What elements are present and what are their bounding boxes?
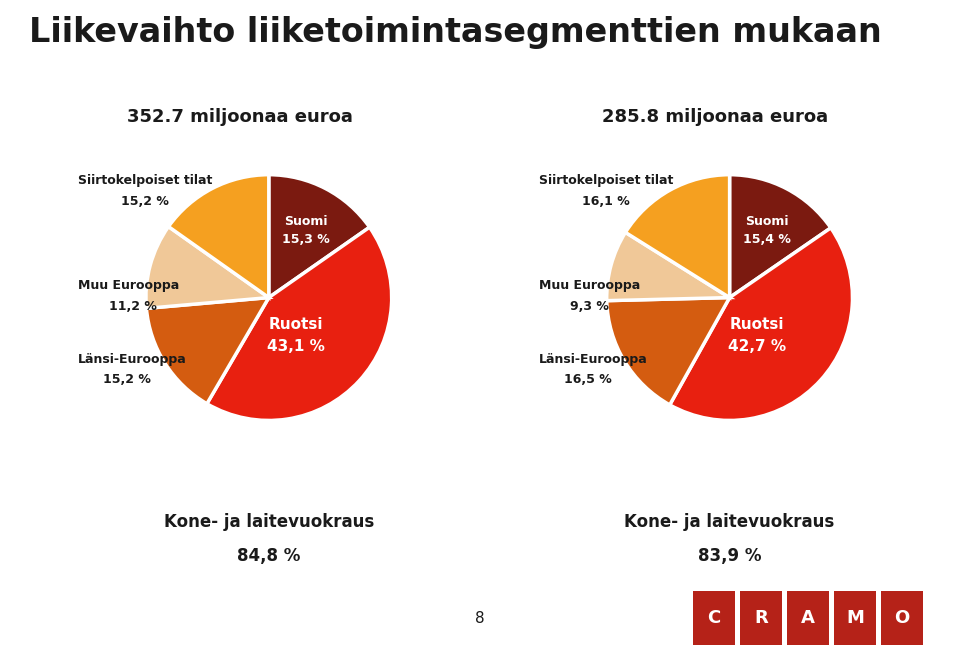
Text: 43,1 %: 43,1 % (267, 339, 324, 354)
Text: Siirtokelpoiset tilat: Siirtokelpoiset tilat (540, 175, 674, 187)
Text: Ruotsi: Ruotsi (730, 317, 784, 332)
Wedge shape (670, 228, 852, 421)
Text: A: A (801, 609, 815, 627)
Text: Suomi: Suomi (284, 215, 327, 228)
FancyBboxPatch shape (693, 591, 734, 645)
Text: Liikevaihto liiketoimintasegmenttien mukaan: Liikevaihto liiketoimintasegmenttien muk… (29, 16, 881, 49)
Text: Länsi-Eurooppa: Länsi-Eurooppa (79, 353, 187, 366)
Text: 15,2 %: 15,2 % (121, 196, 169, 208)
FancyBboxPatch shape (834, 591, 876, 645)
Wedge shape (607, 232, 730, 301)
Text: 84,8 %: 84,8 % (237, 547, 300, 566)
Wedge shape (146, 226, 269, 309)
Wedge shape (269, 175, 370, 298)
Text: O: O (895, 609, 910, 627)
Text: Siirtokelpoiset tilat: Siirtokelpoiset tilat (79, 175, 213, 187)
Text: 16,1 %: 16,1 % (582, 196, 630, 208)
FancyBboxPatch shape (787, 591, 828, 645)
Text: Liikevaihto 1-9/2006: Liikevaihto 1-9/2006 (617, 73, 823, 91)
Wedge shape (207, 227, 392, 421)
Text: Muu Eurooppa: Muu Eurooppa (79, 279, 180, 292)
Text: Länsi-Eurooppa: Länsi-Eurooppa (540, 353, 648, 366)
Text: R: R (754, 609, 768, 627)
Text: 15,4 %: 15,4 % (742, 233, 790, 247)
Wedge shape (169, 175, 269, 298)
Text: 9,3 %: 9,3 % (570, 300, 609, 313)
Text: 285.8 miljoonaa euroa: 285.8 miljoonaa euroa (602, 108, 828, 126)
Text: M: M (846, 609, 864, 627)
Text: 8: 8 (475, 611, 485, 625)
Text: Liikevaihto 1-9/2007: Liikevaihto 1-9/2007 (137, 73, 343, 91)
Text: 11,2 %: 11,2 % (109, 300, 156, 313)
Text: Kone- ja laitevuokraus: Kone- ja laitevuokraus (624, 513, 835, 532)
Text: 15,3 %: 15,3 % (282, 233, 329, 247)
Text: 352.7 miljoonaa euroa: 352.7 miljoonaa euroa (127, 108, 353, 126)
Text: Suomi: Suomi (745, 215, 788, 228)
Text: Muu Eurooppa: Muu Eurooppa (540, 279, 640, 292)
Text: Ruotsi: Ruotsi (269, 317, 324, 332)
Wedge shape (730, 175, 830, 298)
Text: 42,7 %: 42,7 % (728, 339, 785, 354)
Text: Kone- ja laitevuokraus: Kone- ja laitevuokraus (163, 513, 374, 532)
Text: C: C (708, 609, 720, 627)
FancyBboxPatch shape (740, 591, 781, 645)
FancyBboxPatch shape (881, 591, 923, 645)
Text: 16,5 %: 16,5 % (564, 373, 612, 387)
Wedge shape (146, 298, 269, 404)
Text: 83,9 %: 83,9 % (698, 547, 761, 566)
Wedge shape (625, 175, 730, 298)
Text: 15,2 %: 15,2 % (103, 373, 151, 387)
Wedge shape (607, 298, 730, 405)
